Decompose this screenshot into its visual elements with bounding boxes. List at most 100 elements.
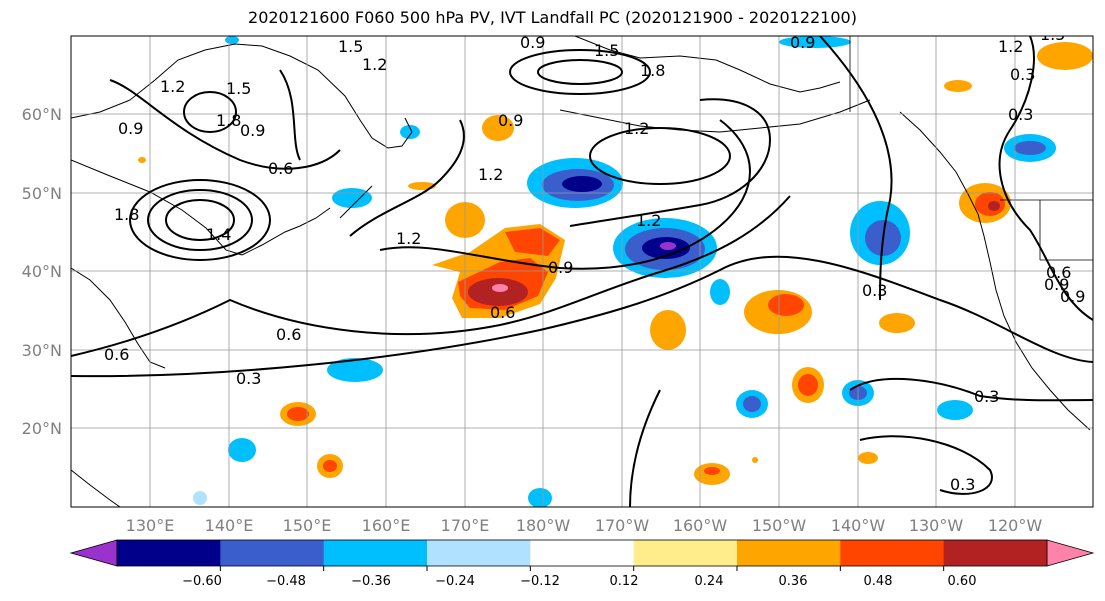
contour-label: 0.6 xyxy=(276,325,301,344)
colorbar-tick-label: 0.60 xyxy=(948,574,977,589)
colorbar-segment xyxy=(737,540,841,566)
contour-0.3-east xyxy=(819,36,893,301)
contour-label: 1.2 xyxy=(362,55,387,74)
lat-label: 50°N xyxy=(22,184,62,203)
contour-label: 1.8 xyxy=(216,111,241,130)
contour-0.3-coast xyxy=(998,36,1093,321)
contour-cyclone-outer xyxy=(129,179,271,261)
negative-anomaly xyxy=(228,438,256,462)
contour-label: 1.2 xyxy=(396,229,421,248)
colorbar-segment xyxy=(943,540,1048,566)
lat-label: 30°N xyxy=(22,341,62,360)
contour-label: 0.6 xyxy=(268,159,293,178)
north-america-coastline xyxy=(899,111,1091,431)
contour-1.5-loop xyxy=(509,49,651,95)
contour-label: 1.2 xyxy=(636,211,661,230)
positive-anomaly xyxy=(752,457,758,463)
contour-label: 1.2 xyxy=(998,37,1023,56)
contour-north-loop xyxy=(183,91,237,133)
lon-label: 140°W xyxy=(831,516,886,535)
contour-label: 0.3 xyxy=(862,281,887,300)
colorbar-segment xyxy=(117,540,221,566)
colorbar-tick-label: −0.24 xyxy=(435,574,475,589)
grid-lines xyxy=(71,36,1093,507)
contour-label: 1.2 xyxy=(160,77,185,96)
contour-label: 0.9 xyxy=(548,258,573,277)
contour-label: 0.3 xyxy=(1010,65,1035,84)
lon-label: 130°W xyxy=(909,516,964,535)
negative-anomaly xyxy=(528,488,552,507)
colorbar-segments xyxy=(117,540,1048,566)
contour-cyclone-inner xyxy=(165,199,235,241)
contour-label: 0.9 xyxy=(118,119,143,138)
contour-label: 1.5 xyxy=(338,37,363,56)
contour-0.6-north xyxy=(279,69,301,161)
colorbar-ticks xyxy=(219,566,945,571)
map-panel xyxy=(71,36,1093,507)
contour-label: 1.8 xyxy=(114,205,139,224)
contour-cyclone-mid xyxy=(147,189,253,251)
alaska-north-coastline xyxy=(574,36,841,93)
colorbar-tick-label: −0.12 xyxy=(520,574,560,589)
lon-label: 120°W xyxy=(988,516,1043,535)
contour-1.2-mid xyxy=(569,98,772,227)
contour-label: 0.9 xyxy=(240,121,265,140)
map-title: 2020121600 F060 500 hPa PV, IVT Landfall… xyxy=(248,8,857,27)
positive-anomaly xyxy=(468,278,528,306)
lat-label: 20°N xyxy=(22,419,62,438)
negative-anomaly xyxy=(562,176,602,192)
contour-1.8-loop xyxy=(537,59,623,85)
contour-label: 0.3 xyxy=(950,475,975,494)
colorbar-segment xyxy=(633,540,738,566)
contour-label: 0.3 xyxy=(1008,105,1033,124)
state-borders xyxy=(1039,200,1093,261)
colorbar-segment xyxy=(840,540,945,566)
contour-label: 1.2 xyxy=(478,165,503,184)
contour-0.3-south xyxy=(71,255,1093,378)
alaska-south-coastline xyxy=(559,99,871,133)
negative-anomaly xyxy=(193,491,207,505)
positive-anomaly xyxy=(138,157,146,163)
colorbar: −0.60 −0.48 −0.36 −0.24 −0.12 0.12 0.24 … xyxy=(69,539,1095,589)
contour-1.2-loop xyxy=(589,127,731,185)
contour-label: 0.3 xyxy=(236,369,261,388)
lat-label: 40°N xyxy=(22,262,62,281)
positive-anomaly xyxy=(505,228,560,256)
lon-label: 150°W xyxy=(752,516,807,535)
contour-0.3-central xyxy=(629,389,661,507)
contour-label: 0.6 xyxy=(104,345,129,364)
colorbar-tick-label: 0.24 xyxy=(695,574,724,589)
negative-anomaly xyxy=(400,125,420,139)
negative-anomaly xyxy=(779,36,851,48)
colorbar-segment xyxy=(323,540,428,566)
contour-label: 1.5 xyxy=(226,79,251,98)
lon-label: 140°E xyxy=(205,516,254,535)
latitude-labels: 60°N 50°N 40°N 30°N 20°N xyxy=(22,105,62,438)
positive-anomaly xyxy=(704,467,720,475)
positive-anomaly xyxy=(768,294,804,316)
contour-label: 0.9 xyxy=(1044,275,1069,294)
colorbar-tick-label: −0.36 xyxy=(351,574,391,589)
positive-anomaly xyxy=(944,80,972,92)
lon-label: 170°W xyxy=(595,516,650,535)
lon-label: 160°E xyxy=(362,516,411,535)
positive-anomaly xyxy=(858,452,878,464)
contour-label: 0.6 xyxy=(490,303,515,322)
colorbar-extend-high xyxy=(1046,539,1095,567)
kuril-coastline xyxy=(339,185,373,219)
colorbar-tick-label: 0.12 xyxy=(610,574,639,589)
contour-label: 0.3 xyxy=(974,387,999,406)
colorbar-segment xyxy=(427,540,531,566)
contour-0.3-south-east xyxy=(859,435,993,495)
contour-1.2-west xyxy=(349,119,465,237)
contour-label: 0.9 xyxy=(520,33,545,52)
positive-anomaly xyxy=(287,407,309,421)
lon-label: 150°E xyxy=(283,516,332,535)
negative-anomaly xyxy=(660,242,676,250)
pv-anomaly-fills xyxy=(138,36,1093,507)
colorbar-segment xyxy=(220,540,325,566)
colorbar-tick-label: 0.36 xyxy=(779,574,808,589)
negative-anomaly xyxy=(937,400,973,420)
negative-anomaly xyxy=(743,396,761,412)
